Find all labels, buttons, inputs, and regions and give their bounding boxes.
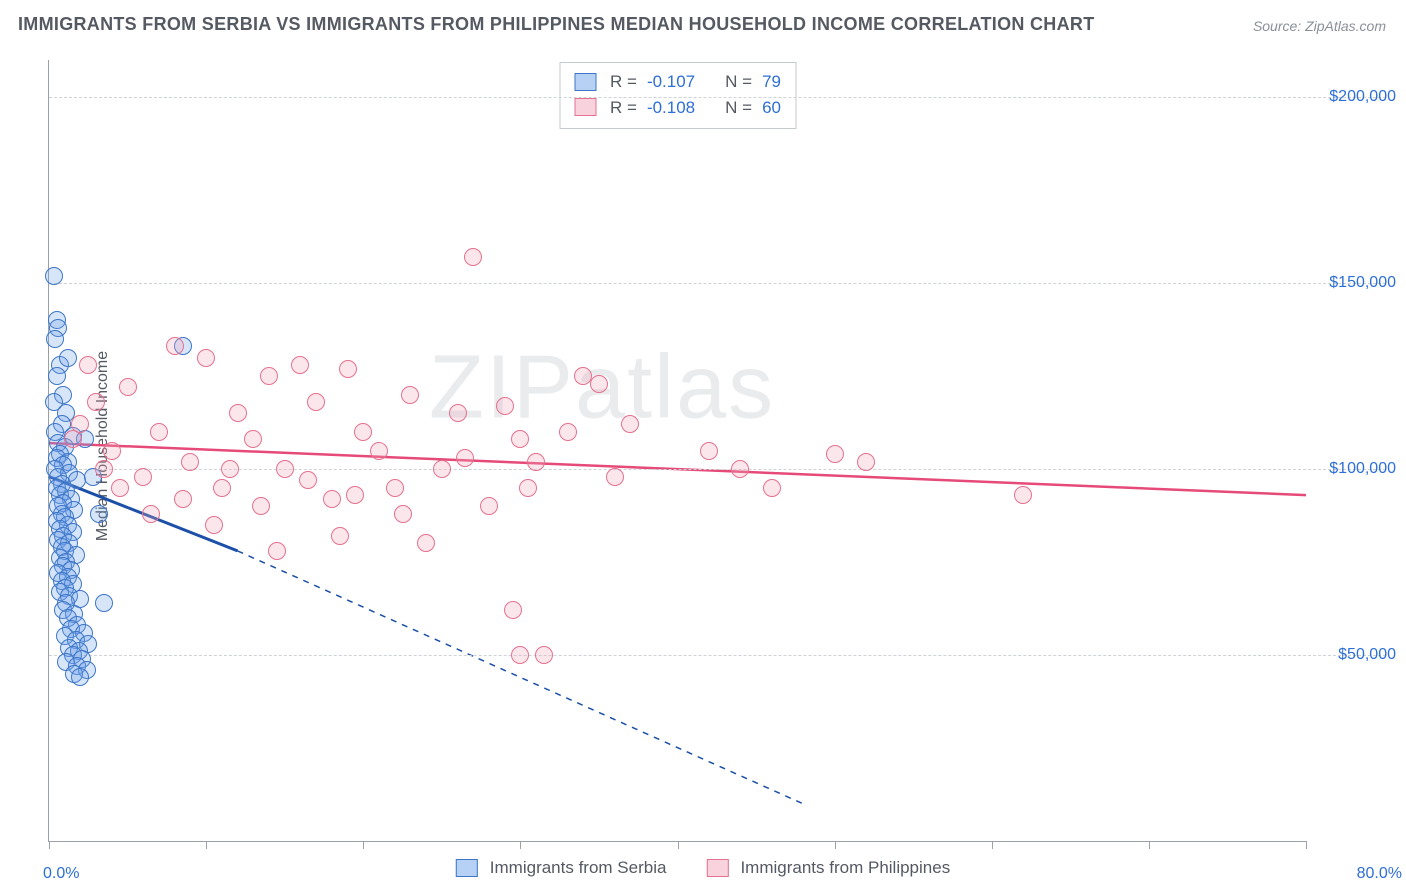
data-point	[1014, 486, 1032, 504]
data-point	[449, 404, 467, 422]
data-point	[606, 468, 624, 486]
data-point	[260, 367, 278, 385]
data-point	[535, 646, 553, 664]
data-point	[197, 349, 215, 367]
data-point	[142, 505, 160, 523]
data-point	[370, 442, 388, 460]
x-tick	[363, 841, 364, 849]
data-point	[299, 471, 317, 489]
data-point	[346, 486, 364, 504]
data-point	[103, 442, 121, 460]
gridline-h	[49, 655, 1386, 656]
data-point	[731, 460, 749, 478]
data-point	[464, 248, 482, 266]
x-tick	[1306, 841, 1307, 849]
y-tick-label: $50,000	[1338, 646, 1396, 664]
source-prefix: Source:	[1253, 18, 1305, 34]
data-point	[339, 360, 357, 378]
x-tick	[520, 841, 521, 849]
data-point	[527, 453, 545, 471]
source-name: ZipAtlas.com	[1305, 18, 1386, 34]
legend-item-philippines: Immigrants from Philippines	[706, 858, 950, 878]
source-attribution: Source: ZipAtlas.com	[1253, 18, 1386, 34]
data-point	[417, 534, 435, 552]
y-tick-label: $100,000	[1329, 460, 1396, 478]
legend-item-serbia: Immigrants from Serbia	[456, 858, 667, 878]
x-tick	[992, 841, 993, 849]
series-legend: Immigrants from Serbia Immigrants from P…	[456, 858, 950, 878]
chart-plot-area: ZIPatlas R = -0.107 N = 79 R = -0.108 N …	[48, 60, 1306, 842]
data-point	[166, 337, 184, 355]
data-point	[857, 453, 875, 471]
trend-lines-layer	[49, 60, 1306, 841]
data-point	[134, 468, 152, 486]
series-name-philippines: Immigrants from Philippines	[740, 858, 950, 878]
data-point	[354, 423, 372, 441]
x-tick	[1149, 841, 1150, 849]
chart-title: IMMIGRANTS FROM SERBIA VS IMMIGRANTS FRO…	[18, 14, 1095, 35]
data-point	[511, 646, 529, 664]
data-point	[401, 386, 419, 404]
data-point	[221, 460, 239, 478]
data-point	[95, 594, 113, 612]
data-point	[394, 505, 412, 523]
data-point	[59, 349, 77, 367]
data-point	[590, 375, 608, 393]
data-point	[45, 267, 63, 285]
data-point	[111, 479, 129, 497]
data-point	[276, 460, 294, 478]
data-point	[826, 445, 844, 463]
gridline-h	[49, 97, 1386, 98]
data-point	[181, 453, 199, 471]
data-point	[496, 397, 514, 415]
data-point	[386, 479, 404, 497]
data-point	[229, 404, 247, 422]
data-point	[46, 330, 64, 348]
data-point	[621, 415, 639, 433]
data-point	[700, 442, 718, 460]
data-point	[90, 505, 108, 523]
y-tick-label: $200,000	[1329, 88, 1396, 106]
swatch-serbia	[456, 859, 478, 877]
data-point	[268, 542, 286, 560]
data-point	[511, 430, 529, 448]
data-point	[71, 668, 89, 686]
data-point	[504, 601, 522, 619]
data-point	[252, 497, 270, 515]
trend-line	[238, 551, 804, 804]
data-point	[95, 460, 113, 478]
gridline-h	[49, 283, 1386, 284]
x-axis-max-label: 80.0%	[1357, 865, 1402, 883]
data-point	[150, 423, 168, 441]
data-point	[205, 516, 223, 534]
data-point	[763, 479, 781, 497]
series-name-serbia: Immigrants from Serbia	[490, 858, 667, 878]
x-tick	[49, 841, 50, 849]
data-point	[119, 378, 137, 396]
data-point	[71, 415, 89, 433]
data-point	[307, 393, 325, 411]
data-point	[519, 479, 537, 497]
y-tick-label: $150,000	[1329, 274, 1396, 292]
x-tick	[835, 841, 836, 849]
data-point	[174, 490, 192, 508]
data-point	[433, 460, 451, 478]
data-point	[213, 479, 231, 497]
data-point	[291, 356, 309, 374]
data-point	[331, 527, 349, 545]
data-point	[87, 393, 105, 411]
data-point	[456, 449, 474, 467]
data-point	[480, 497, 498, 515]
swatch-philippines	[706, 859, 728, 877]
gridline-h	[49, 469, 1386, 470]
data-point	[244, 430, 262, 448]
x-tick	[206, 841, 207, 849]
data-point	[79, 356, 97, 374]
data-point	[48, 367, 66, 385]
x-tick	[678, 841, 679, 849]
x-axis-min-label: 0.0%	[43, 865, 79, 883]
data-point	[323, 490, 341, 508]
data-point	[559, 423, 577, 441]
